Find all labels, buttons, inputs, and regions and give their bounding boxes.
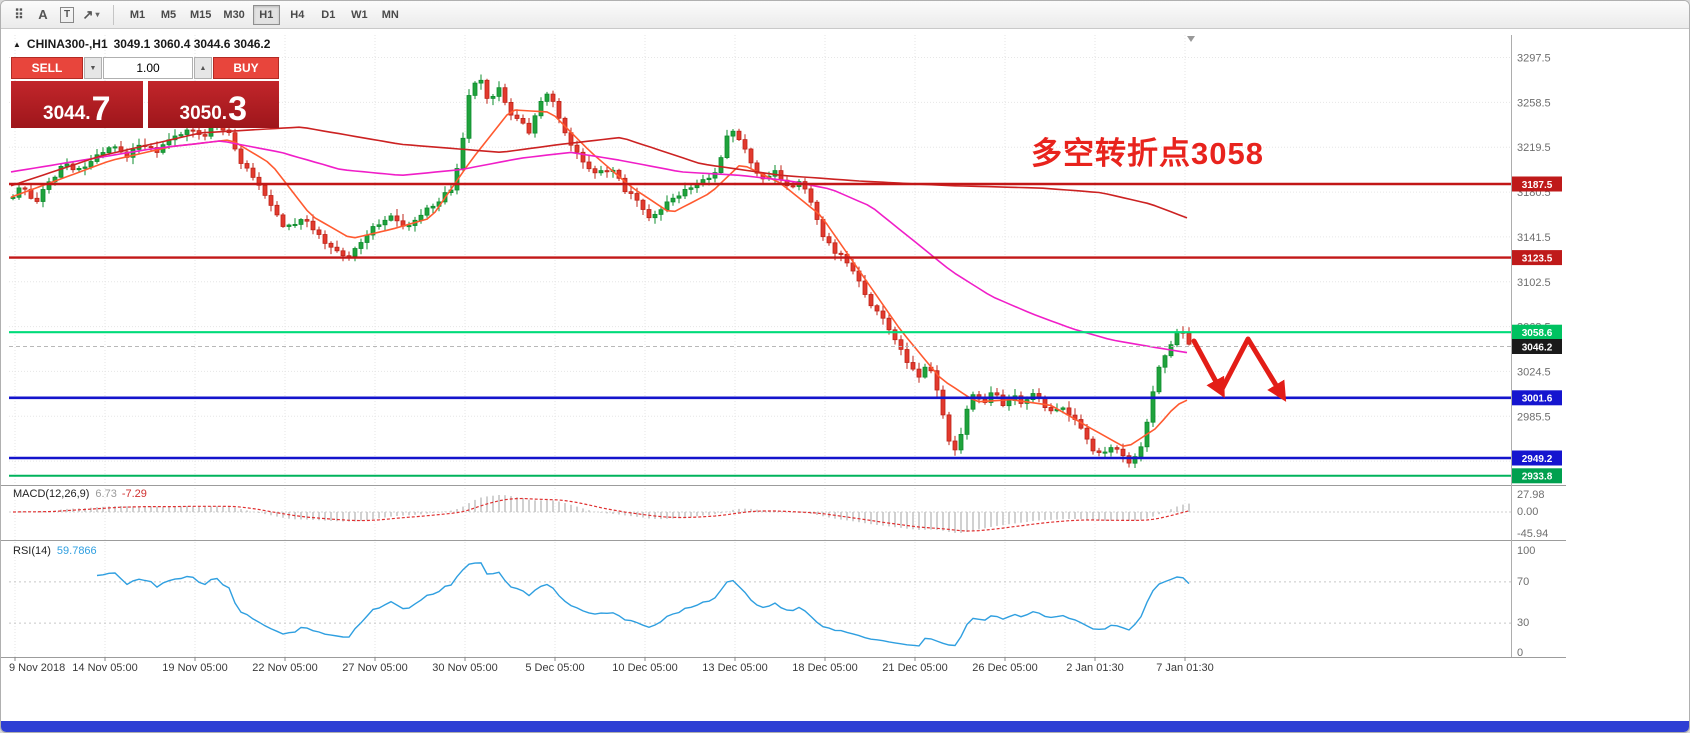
chart-symbol-info: ▲ CHINA300-,H1 3049.1 3060.4 3044.6 3046… — [13, 37, 270, 51]
time-axis-label: 14 Nov 05:00 — [72, 662, 137, 674]
macd-main-value: 6.73 — [95, 488, 117, 500]
one-click-trading-panel: SELL ▼ ▲ BUY 3044. 7 3050. 3 — [11, 57, 279, 128]
arrow-shapes-icon[interactable]: ↗ ▾ — [79, 4, 103, 26]
pattern-grid-icon[interactable]: ⠿ — [7, 4, 31, 26]
price-grid-label: 3141.5 — [1517, 232, 1551, 244]
rsi-axis-label: 30 — [1517, 617, 1529, 629]
macd-axis-label: 27.98 — [1517, 489, 1545, 501]
sell-button[interactable]: SELL — [11, 57, 83, 79]
candlesticks — [10, 74, 1192, 468]
time-axis-label: 2 Jan 01:30 — [1066, 662, 1124, 674]
price-grid-label: 3297.5 — [1517, 53, 1551, 65]
timeframe-H1[interactable]: H1 — [252, 4, 280, 25]
sell-price-main: 3044. — [43, 103, 91, 124]
time-axis-label: 9 Nov 2018 — [9, 662, 65, 674]
rsi-value: 59.7866 — [56, 545, 97, 557]
buy-price-display[interactable]: 3050. 3 — [147, 81, 279, 128]
toolbar: ⠿ A T ↗ ▾ M1 M5 M15 M30 H1 H4 D1 W1 MN — [1, 1, 1689, 29]
macd-indicator-label: MACD(12,26,9) 6.73 -7.29 — [13, 488, 147, 500]
sell-price-pips: 7 — [91, 89, 111, 128]
rsi-name: RSI(14) — [13, 545, 51, 557]
chart-shift-marker — [1187, 36, 1195, 42]
time-axis-label: 27 Nov 05:00 — [342, 662, 407, 674]
bottom-bar — [1, 721, 1689, 732]
price-grid-label: 2985.5 — [1517, 411, 1551, 423]
time-axis-label: 30 Nov 05:00 — [432, 662, 497, 674]
price-tag: 3058.6 — [1522, 328, 1553, 339]
ma-mid-line — [10, 140, 1188, 354]
timeframe-M30[interactable]: M30 — [219, 5, 248, 25]
macd-signal-value: -7.29 — [121, 488, 147, 500]
timeframe-D1[interactable]: D1 — [315, 5, 342, 25]
symbol-timeframe: CHINA300-,H1 — [26, 37, 108, 51]
macd-histogram — [18, 495, 1190, 533]
time-axis-label: 10 Dec 05:00 — [612, 662, 677, 674]
price-tag: 2933.8 — [1522, 472, 1553, 483]
rsi-line — [96, 562, 1190, 647]
text-box-icon[interactable]: T — [55, 4, 79, 26]
timeframe-M5[interactable]: M5 — [155, 5, 182, 25]
time-axis-label: 19 Nov 05:00 — [162, 662, 227, 674]
rsi-indicator-label: RSI(14) 59.7866 — [13, 545, 97, 557]
trade-controls-row: SELL ▼ ▲ BUY — [11, 57, 279, 79]
rsi-axis-label: 100 — [1517, 545, 1535, 557]
trend-arrow[interactable] — [1218, 336, 1287, 402]
sell-price-display[interactable]: 3044. 7 — [11, 81, 143, 128]
trend-arrow[interactable] — [1191, 338, 1225, 399]
macd-axis-label: 0.00 — [1517, 506, 1538, 518]
label-a-icon[interactable]: A — [31, 4, 55, 26]
ma-fast-line — [10, 109, 1188, 448]
macd-signal-line — [12, 497, 1190, 532]
buy-price-main: 3050. — [179, 103, 228, 124]
price-tag: 2949.2 — [1522, 454, 1553, 465]
ma-slow-line — [10, 126, 1188, 219]
price-grid-label: 3258.5 — [1517, 97, 1551, 109]
timeframe-toolbar: M1 M5 M15 M30 H1 H4 D1 W1 MN — [124, 4, 408, 25]
timeframe-M1[interactable]: M1 — [124, 5, 151, 25]
rsi-axis-label: 70 — [1517, 576, 1529, 588]
time-axis-label: 5 Dec 05:00 — [525, 662, 584, 674]
price-tag: 3187.5 — [1522, 180, 1553, 191]
price-grid-label: 3024.5 — [1517, 366, 1551, 378]
buy-price-pips: 3 — [228, 89, 247, 128]
time-axis-label: 26 Dec 05:00 — [972, 662, 1037, 674]
trade-prices-row: 3044. 7 3050. 3 — [11, 81, 279, 128]
timeframe-MN[interactable]: MN — [377, 5, 404, 25]
time-axis-label: 13 Dec 05:00 — [702, 662, 767, 674]
chevron-down-icon: ▾ — [95, 10, 100, 19]
volume-down-button[interactable]: ▼ — [84, 57, 102, 79]
volume-up-button[interactable]: ▲ — [194, 57, 212, 79]
macd-name: MACD(12,26,9) — [13, 488, 90, 500]
time-axis-label: 18 Dec 05:00 — [792, 662, 857, 674]
price-grid-label: 3219.5 — [1517, 142, 1551, 154]
volume-input[interactable] — [103, 57, 193, 79]
drawing-tools-group: ⠿ A T ↗ ▾ — [7, 4, 103, 26]
ohlc-values: 3049.1 3060.4 3044.6 3046.2 — [113, 37, 271, 51]
price-tags: 3187.5 3123.5 3058.6 3046.2 3001.6 2949.2 2933… — [1512, 176, 1562, 484]
annotation-text[interactable]: 多空转折点3058 — [1031, 136, 1264, 171]
rsi-axis-label: 0 — [1517, 647, 1523, 659]
price-tag: 3001.6 — [1522, 394, 1553, 405]
timeframe-M15[interactable]: M15 — [186, 5, 215, 25]
time-axis-label: 21 Dec 05:00 — [882, 662, 947, 674]
time-axis-label: 22 Nov 05:00 — [252, 662, 317, 674]
price-tag: 3123.5 — [1522, 253, 1553, 264]
price-grid-label: 3102.5 — [1517, 277, 1551, 289]
toolbar-separator — [113, 4, 114, 25]
timeframe-W1[interactable]: W1 — [346, 5, 373, 25]
timeframe-H4[interactable]: H4 — [284, 5, 311, 25]
price-tag: 3046.2 — [1522, 342, 1553, 353]
time-axis-label: 7 Jan 01:30 — [1156, 662, 1214, 674]
chart-icon: ▲ — [13, 39, 21, 49]
buy-button[interactable]: BUY — [213, 57, 279, 79]
macd-axis-label: -45.94 — [1517, 528, 1548, 540]
